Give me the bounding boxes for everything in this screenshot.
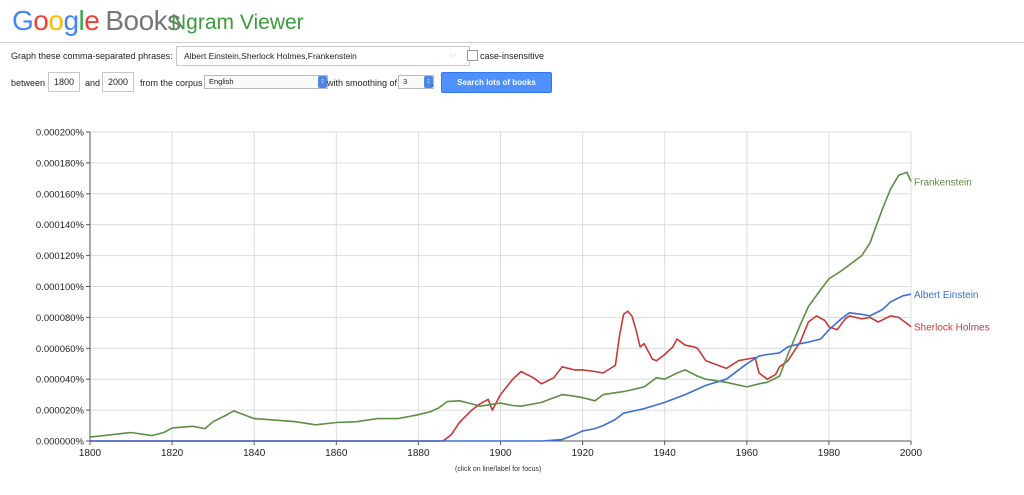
google-books-logo[interactable]: Google Books [12,5,181,37]
y-tick-label: 0.000180% [36,158,85,169]
y-axis: 0.000000% 0.000020% 0.000040% 0.000060% 0.00… [36,128,91,448]
y-tick-label: 0.000120% [36,251,85,262]
smoothing-suffix: . [431,78,434,88]
select-arrows-icon: ↕ [424,76,433,88]
x-tick-label: 1940 [654,448,677,459]
y-tick-label: 0.000000% [36,437,85,448]
smoothing-select[interactable]: 3 ↕ [398,75,434,89]
series-line-sherlock-holmes[interactable] [90,310,912,442]
logo-letter: g [63,5,79,36]
series-labels[interactable]: Frankenstein Albert Einstein Sherlock Holm… [914,177,990,333]
between-label: between [11,78,46,88]
series-lines[interactable] [89,171,912,442]
logo-letter: e [84,5,100,36]
phrases-label: Graph these comma-separated phrases: [11,51,173,61]
series-label-albert-einstein[interactable]: Albert Einstein [914,290,978,301]
and-label: and [85,78,101,88]
year-start-input[interactable]: 1800 [48,72,80,92]
series-line-albert-einstein[interactable] [90,293,912,442]
series-label-sherlock-holmes[interactable]: Sherlock Holmes [914,323,990,334]
ngram-viewer-title[interactable]: Ngram Viewer [171,11,304,34]
corpus-select[interactable]: English ↕ [204,75,328,89]
x-tick-label: 1900 [489,448,512,459]
x-tick-label: 1960 [736,448,759,459]
y-tick-label: 0.000020% [36,406,85,417]
smoothing-label: with smoothing of [327,78,398,88]
x-axis: 1800 1820 1840 1860 1880 1900 1920 1940 1960 1980… [79,440,923,459]
y-tick-label: 0.000100% [36,282,85,293]
select-arrows-icon: ↕ [318,76,327,88]
y-tick-label: 0.000140% [36,220,85,231]
corpus-label: from the corpus [140,78,203,88]
logo-letter: l [78,5,85,36]
options-row: between 1800 and 2000 from the corpus En… [11,72,1011,94]
x-tick-label: 1800 [79,448,102,459]
chart-footnote: (click on line/label for focus) [455,466,542,473]
case-insensitive-label: case-insensitive [480,51,545,61]
y-tick-label: 0.000160% [36,189,85,200]
header: Google Books Ngram Viewer [0,0,1024,43]
x-tick-label: 1980 [818,448,841,459]
x-tick-label: 1860 [325,448,348,459]
series-label-frankenstein[interactable]: Frankenstein [914,177,972,188]
logo-letter: o [48,5,64,36]
y-tick-label: 0.000080% [36,313,85,324]
y-tick-label: 0.000200% [36,128,85,139]
x-tick-label: 1920 [571,448,594,459]
logo-letter: o [33,5,49,36]
x-tick-label: 1840 [243,448,266,459]
logo-books-text: Books [105,5,181,36]
series-line-frankenstein[interactable] [89,171,912,438]
logo-letter: G [12,5,34,36]
case-insensitive-checkbox[interactable] [467,50,478,61]
phrases-row: Graph these comma-separated phrases: Alb… [11,46,1011,68]
phrases-dropdown-icon[interactable]: ⌵ [450,50,457,59]
x-tick-label: 2000 [900,448,923,459]
y-tick-label: 0.000060% [36,344,85,355]
smoothing-value: 3 [403,77,408,86]
search-button[interactable]: Search lots of books [441,72,552,93]
corpus-value: English [209,77,234,86]
x-tick-label: 1820 [161,448,184,459]
x-tick-label: 1880 [407,448,430,459]
y-tick-label: 0.000040% [36,375,85,386]
year-end-input[interactable]: 2000 [102,72,134,92]
